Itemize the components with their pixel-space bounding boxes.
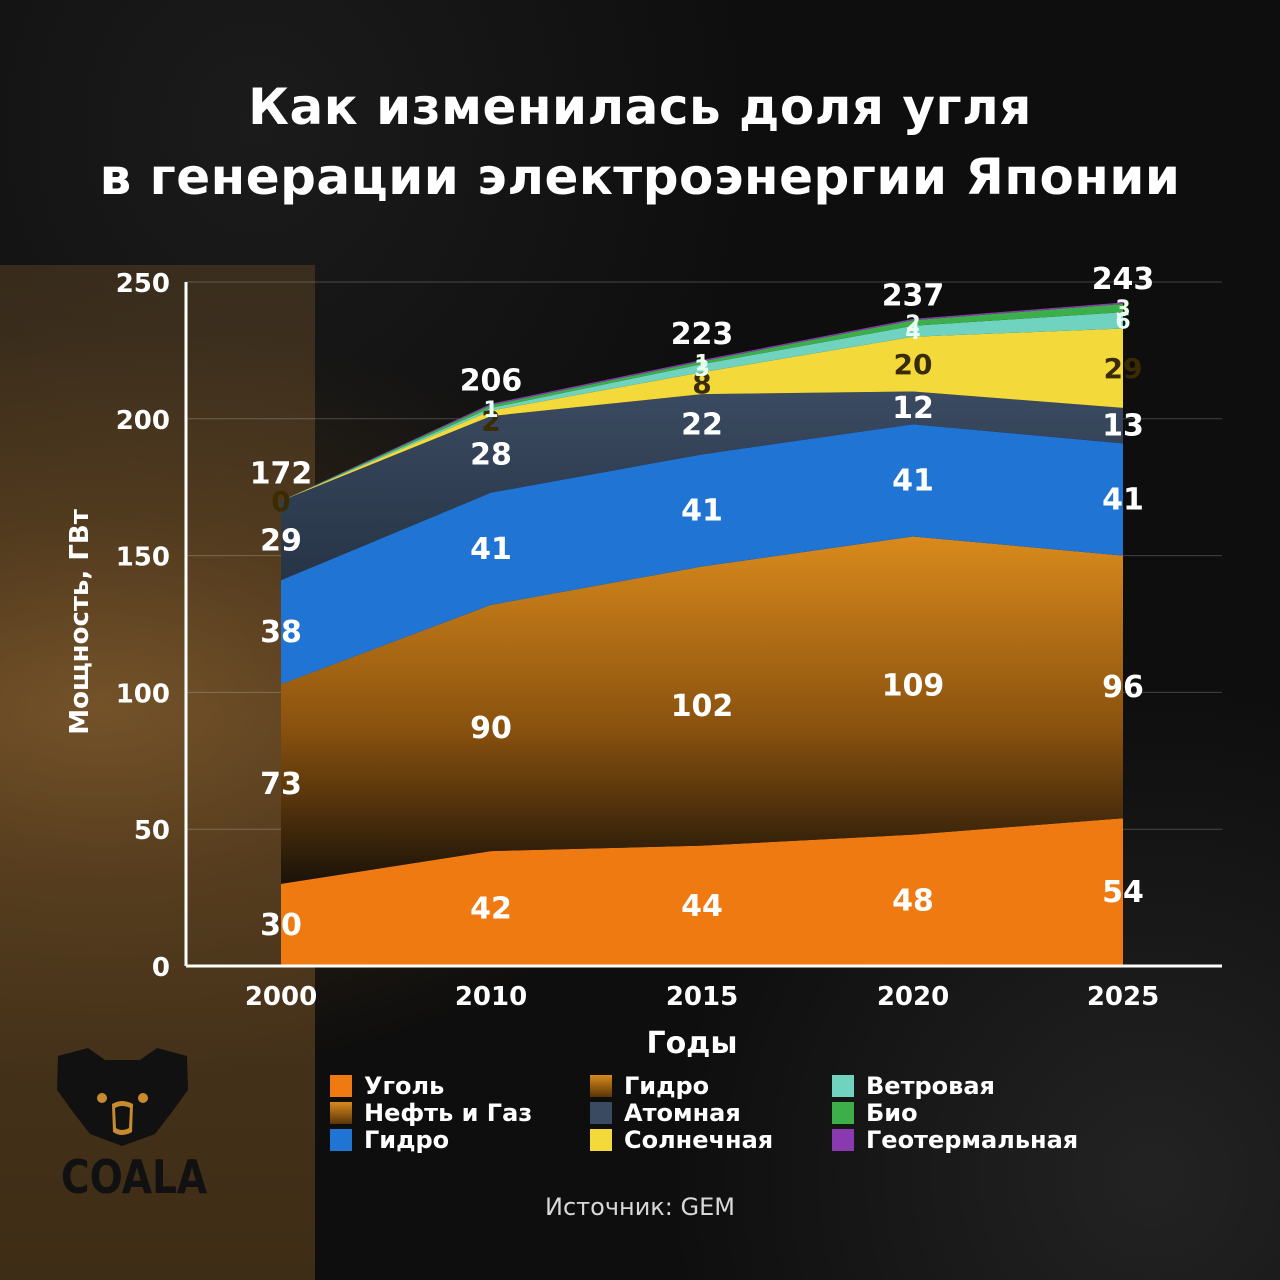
legend-label: Атомная (624, 1099, 741, 1127)
total-label: 172 (250, 456, 313, 491)
data-label: 30 (260, 908, 302, 943)
area-coal (281, 818, 1123, 966)
legend-swatch (330, 1102, 352, 1124)
data-label: 28 (470, 437, 512, 472)
x-axis-label: Годы (646, 1026, 737, 1061)
x-tick-label: 2020 (877, 982, 949, 1012)
legend-label: Геотермальная (866, 1126, 1079, 1154)
legend-label: Нефть и Газ (364, 1099, 533, 1127)
coala-logo: COALA (50, 1042, 208, 1212)
area-nuclear (281, 391, 1123, 581)
legend-item-solar: Солнечная (590, 1126, 773, 1154)
data-label: 41 (470, 532, 512, 567)
x-tick-label: 2010 (455, 982, 527, 1012)
legend-item-bio: Био (832, 1099, 918, 1127)
legend-swatch (330, 1129, 352, 1151)
area-oil-gas (281, 536, 1123, 884)
total-label: 206 (460, 363, 523, 398)
legend-swatch (590, 1102, 612, 1124)
total-label: 243 (1092, 262, 1155, 297)
data-label: 44 (681, 889, 723, 924)
data-label: 6 (1115, 309, 1130, 334)
legend-swatch (832, 1102, 854, 1124)
data-label: 12 (892, 391, 934, 426)
area-solar (281, 328, 1123, 501)
axes (184, 282, 1222, 968)
legend-item-hydro: Гидро (330, 1126, 449, 1154)
legend-swatch (590, 1075, 612, 1097)
legend-item-geothermal: Геотермальная (832, 1126, 1078, 1154)
data-label: 41 (892, 463, 934, 498)
legend-label: Ветровая (866, 1072, 995, 1100)
y-tick-label: 100 (116, 679, 170, 709)
x-tick-label: 2015 (666, 982, 738, 1012)
legend-item-oil-gas: Нефть и Газ (330, 1099, 532, 1127)
legend-item-hydro-2: Гидро (590, 1072, 709, 1100)
data-label: 109 (882, 669, 945, 704)
data-label: 96 (1102, 670, 1144, 705)
legend-item-nuclear: Атомная (590, 1099, 741, 1127)
title-line-1: Как изменилась доля угля (248, 78, 1032, 136)
data-label: 0 (271, 485, 290, 518)
data-label: 29 (1104, 352, 1143, 385)
data-label: 41 (1102, 483, 1144, 518)
x-tick-label: 2025 (1087, 982, 1159, 1012)
data-label: 22 (681, 407, 723, 442)
data-label: 4 (905, 320, 920, 345)
data-label: 73 (260, 767, 302, 802)
legend-item-coal: Уголь (330, 1072, 444, 1100)
data-label: 1 (483, 398, 498, 423)
data-label: 8 (692, 367, 711, 400)
legend-swatch (832, 1129, 854, 1151)
legend-label: Гидро (624, 1072, 710, 1100)
data-label: 38 (260, 615, 302, 650)
y-tick-label: 150 (116, 543, 170, 573)
data-label: 2 (481, 405, 500, 438)
legend-label: Солнечная (624, 1126, 774, 1154)
data-label: 29 (260, 524, 302, 559)
data-label: 90 (470, 711, 512, 746)
x-tick-label: 2000 (245, 982, 317, 1012)
y-tick-label: 250 (116, 269, 170, 299)
data-label: 13 (1102, 409, 1144, 444)
legend-label: Уголь (364, 1072, 445, 1100)
chart-title: Как изменилась доля угля в генерации эле… (0, 72, 1280, 212)
area-hydro (281, 424, 1123, 685)
y-tick-label: 0 (152, 953, 170, 983)
data-label: 3 (694, 357, 709, 382)
data-label: 54 (1102, 875, 1144, 910)
legend-label: Био (866, 1099, 918, 1127)
title-line-2: в генерации электроэнергии Японии (99, 148, 1181, 206)
chart-legend: Уголь Нефть и Газ Гидро Гидро Атомная Со… (330, 1072, 1110, 1162)
data-label: 1 (694, 352, 709, 377)
legend-label: Гидро (364, 1126, 450, 1154)
y-axis-label: Мощность, ГВт (65, 509, 95, 735)
data-label: 41 (681, 493, 723, 528)
legend-item-wind: Ветровая (832, 1072, 995, 1100)
data-label: 48 (892, 883, 934, 918)
data-label: 20 (894, 348, 933, 381)
y-tick-label: 50 (134, 816, 170, 846)
data-label: 3 (1115, 297, 1130, 322)
area-layers (281, 302, 1123, 966)
data-label: 2 (905, 312, 920, 337)
data-label: 42 (470, 892, 512, 927)
total-label: 223 (671, 317, 734, 352)
y-tick-label: 200 (116, 406, 170, 436)
source-note: Источник: GEM (545, 1193, 735, 1221)
koala-icon (57, 1048, 188, 1146)
data-label: 102 (671, 689, 734, 724)
total-label: 237 (882, 279, 945, 314)
area-wind (281, 312, 1123, 501)
logo-text: COALA (60, 1150, 208, 1204)
legend-swatch (330, 1075, 352, 1097)
legend-swatch (832, 1075, 854, 1097)
legend-swatch (590, 1129, 612, 1151)
